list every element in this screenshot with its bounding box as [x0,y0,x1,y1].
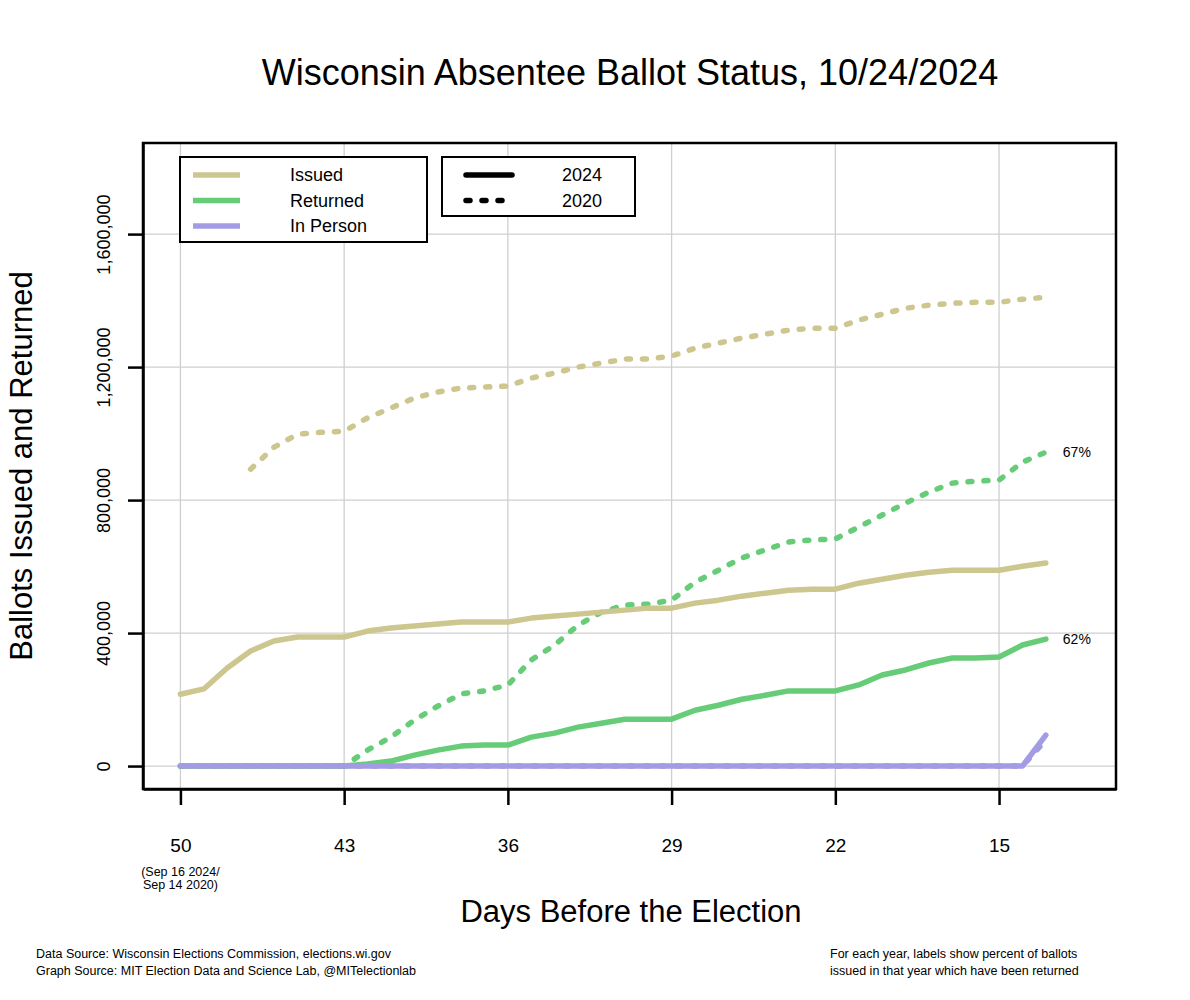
grid-line [143,499,1116,500]
x-tick: 15 [989,789,1010,856]
y-axis: 0 400,000 800,000 1,200,000 1,600,000 [94,144,144,790]
chart: 50 43 36 29 22 15 0 400,000 800,000 1,200,000 1,60… [0,0,1190,1000]
footnote: issued in that year which have been retu… [830,964,1079,978]
y-axis-title: Ballots Issued and Returned [4,271,39,660]
y-tick-mark [128,499,143,502]
grid-line [998,143,999,789]
x-tick-label: 50 [170,835,191,856]
grid-line [143,632,1116,633]
x-tick-mark [343,789,346,805]
line-series [180,740,1045,766]
legend: Issued Returned In Person [180,157,427,242]
legend-swatch [466,172,512,178]
x-tick-label: 22 [825,835,846,856]
source-note: Graph Source: MIT Election Data and Scie… [36,964,416,978]
line-series [180,452,1045,766]
x-tick-mark [507,789,510,805]
y-tick-label: 0 [94,762,114,772]
x-tick-label: 36 [498,835,519,856]
line-series [180,639,1045,766]
x-annotation: Sep 14 2020) [143,878,218,892]
legend-swatch [193,223,240,229]
source-note: Data Source: Wisconsin Elections Commiss… [36,947,392,961]
grid [143,143,1116,789]
x-tick: 29 [662,789,683,856]
x-tick-mark [998,789,1001,805]
x-tick-mark [671,789,674,805]
x-tick: 43 [334,789,355,856]
plot-frame [143,143,1116,789]
plot-lines [180,297,1045,766]
x-tick-label: 29 [662,835,683,856]
x-axis-title: Days Before the Election [460,894,801,929]
legend-box [180,157,427,242]
y-tick-mark [128,233,143,236]
legend-swatch [193,198,240,204]
legend-label: Returned [290,191,364,211]
grid-line [671,143,672,789]
end-label: 67% [1063,444,1091,460]
legend-label: Issued [290,165,343,185]
y-tick-mark [128,632,143,635]
x-annotation: (Sep 16 2024/ [141,865,220,879]
y-tick-label: 400,000 [94,601,114,666]
x-tick: 50 [170,789,191,856]
x-axis: 50 43 36 29 22 15 [144,789,1117,856]
y-tick-mark [128,765,143,768]
legend-swatch [466,198,512,204]
legend-label: 2024 [562,165,602,185]
background [0,0,1190,1000]
x-tick: 36 [498,789,519,856]
line-series [180,563,1045,694]
y-tick-mark [128,366,143,369]
end-label: 62% [1063,631,1091,647]
legend-label: 2020 [562,191,602,211]
footnote: For each year, labels show percent of ba… [830,947,1077,961]
y-tick: 400,000 [94,601,143,666]
x-tick-mark [180,789,183,805]
line-series [180,735,1045,766]
x-tick: 22 [825,789,846,856]
y-tick: 800,000 [94,468,143,533]
y-tick: 0 [94,762,143,772]
y-tick-label: 1,600,000 [94,195,114,275]
legend-label: In Person [290,216,367,236]
x-tick-label: 43 [334,835,355,856]
legend-swatch [193,172,240,178]
legend: 2024 2020 [442,157,635,216]
y-tick-label: 1,200,000 [94,328,114,408]
y-tick-label: 800,000 [94,468,114,533]
y-tick: 1,600,000 [94,195,143,275]
x-tick-mark [835,789,838,805]
y-tick: 1,200,000 [94,328,143,408]
grid-line [507,143,508,789]
grid-line [143,366,1116,367]
title: Wisconsin Absentee Ballot Status, 10/24/… [262,52,998,93]
x-tick-label: 15 [989,835,1010,856]
line-series [251,297,1046,469]
legend-box [442,157,635,216]
